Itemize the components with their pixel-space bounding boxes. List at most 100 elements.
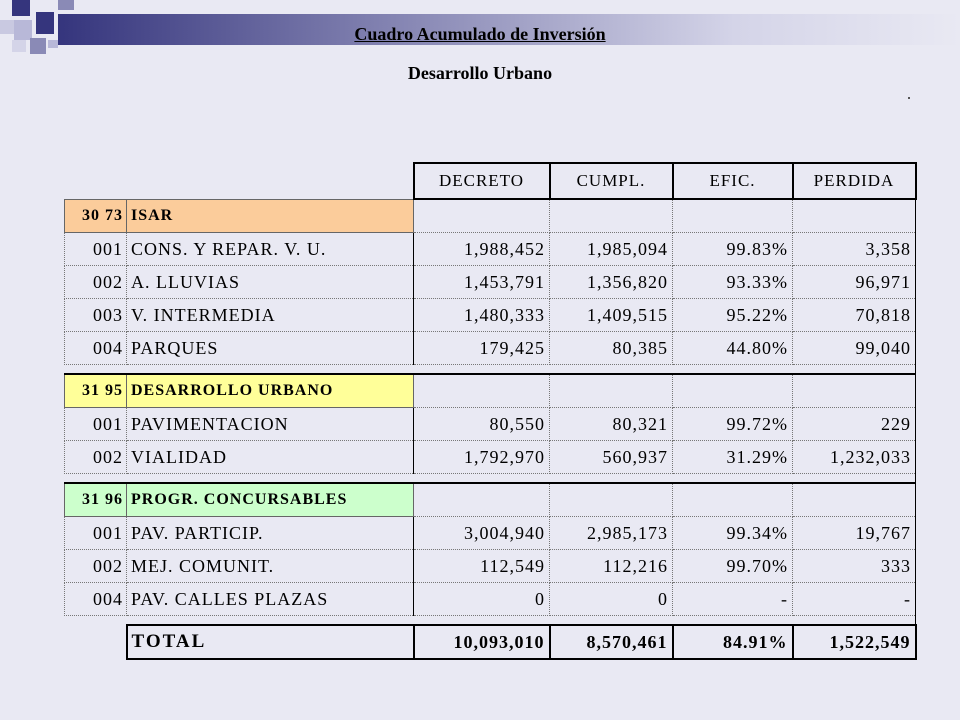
spacer-cell <box>673 616 793 626</box>
spacer-cell <box>414 474 550 484</box>
row-decreto: 112,549 <box>413 549 550 583</box>
row-cumpl: 112,216 <box>549 549 673 583</box>
row-name: MEJ. COMUNIT. <box>126 549 414 583</box>
row-name: V. INTERMEDIA <box>126 298 414 332</box>
spacer-cell <box>127 474 414 484</box>
row-decreto: 1,988,452 <box>413 232 550 266</box>
section-name: PROGR. CONCURSABLES <box>126 482 414 517</box>
column-header: PERDIDA <box>791 162 917 200</box>
row-code: 002 <box>64 265 127 299</box>
spacer-cell <box>792 473 916 483</box>
page-subtitle: Desarrollo Urbano <box>407 63 553 83</box>
row-decreto: 1,792,970 <box>413 440 550 474</box>
row-perdida: 333 <box>792 549 916 583</box>
total-blank <box>65 625 127 659</box>
section-empty-cell <box>672 373 793 408</box>
spacer-cell <box>414 616 550 626</box>
total-label: TOTAL <box>125 624 415 660</box>
row-code: 004 <box>64 582 127 616</box>
row-efic: 99.34% <box>672 516 793 550</box>
row-cumpl: 2,985,173 <box>549 516 673 550</box>
row-code: 001 <box>64 407 127 441</box>
page-title: Cuadro Acumulado de Inversión <box>354 24 606 44</box>
section-name: DESARROLLO URBANO <box>126 373 414 408</box>
decor-square-1 <box>12 0 30 16</box>
spacer-cell <box>127 616 414 626</box>
decor-square-2 <box>58 0 74 10</box>
total-spacer <box>65 615 916 626</box>
row-efic: 44.80% <box>672 331 793 365</box>
row-cumpl: 80,385 <box>549 331 673 365</box>
column-header: DECRETO <box>412 162 550 200</box>
row-cumpl: 1,409,515 <box>549 298 673 332</box>
section-empty-cell <box>413 199 550 233</box>
spacer-cell <box>65 365 127 375</box>
row-name: PAV. PARTICIP. <box>126 516 414 550</box>
row-efic: 31.29% <box>672 440 793 474</box>
row-name: VIALIDAD <box>126 440 414 474</box>
spacer-cell <box>792 364 916 374</box>
row-efic: - <box>672 582 793 616</box>
row-perdida: 19,767 <box>792 516 916 550</box>
section-name: ISAR <box>126 198 414 233</box>
row-efic: 99.72% <box>672 407 793 441</box>
row-perdida: 1,232,033 <box>792 440 916 474</box>
row-efic: 99.83% <box>672 232 793 266</box>
row-efic: 95.22% <box>672 298 793 332</box>
table-row: 004 PARQUES 179,425 80,385 44.80% 99,040 <box>64 331 916 365</box>
decor-square-7 <box>12 40 26 52</box>
row-perdida: 70,818 <box>792 298 916 332</box>
row-decreto: 3,004,940 <box>413 516 550 550</box>
row-name: PAV. CALLES PLAZAS <box>126 582 414 616</box>
section-empty-cell <box>549 482 673 517</box>
row-decreto: 0 <box>413 582 550 616</box>
section-code: 31 95 <box>64 373 127 408</box>
decor-square-8 <box>48 40 58 48</box>
table-row: 003 V. INTERMEDIA 1,480,333 1,409,515 95.22%… <box>64 298 916 332</box>
row-code: 001 <box>64 232 127 266</box>
total-perdida: 1,522,549 <box>792 624 917 660</box>
decor-square-6 <box>30 38 46 54</box>
section-empty-cell <box>792 373 916 408</box>
investment-table: DECRETO CUMPL. EFIC. PERDIDA 30 73 ISAR 001 CON… <box>64 162 917 660</box>
section-code: 31 96 <box>64 482 127 517</box>
total-cumpl: 8,570,461 <box>549 624 674 660</box>
row-name: PAVIMENTACION <box>126 407 414 441</box>
section-empty-cell <box>549 199 673 233</box>
spacer-cell <box>127 365 414 375</box>
spacer-cell <box>673 365 793 375</box>
spacer-cell <box>550 365 673 375</box>
spacer-cell <box>65 616 127 626</box>
row-cumpl: 0 <box>549 582 673 616</box>
row-perdida: 96,971 <box>792 265 916 299</box>
decor-square-3 <box>0 20 14 34</box>
row-perdida: 229 <box>792 407 916 441</box>
table-row: 002 VIALIDAD 1,792,970 560,937 31.29% 1,232,0… <box>64 440 916 474</box>
section-empty-cell <box>792 199 916 233</box>
section-spacer <box>65 473 916 484</box>
total-efic: 84.91% <box>672 624 794 660</box>
row-decreto: 1,480,333 <box>413 298 550 332</box>
column-header: CUMPL. <box>548 162 673 200</box>
header-blank <box>65 163 127 199</box>
row-code: 001 <box>64 516 127 550</box>
table-row: 001 PAVIMENTACION 80,550 80,321 99.72% 229 <box>64 407 916 441</box>
row-decreto: 1,453,791 <box>413 265 550 299</box>
row-perdida: 3,358 <box>792 232 916 266</box>
spacer-cell <box>550 474 673 484</box>
row-name: CONS. Y REPAR. V. U. <box>126 232 414 266</box>
total-decreto: 10,093,010 <box>413 624 551 660</box>
spacer-cell <box>65 474 127 484</box>
table-row: 004 PAV. CALLES PLAZAS 0 0- - <box>64 582 916 616</box>
row-decreto: 179,425 <box>413 331 550 365</box>
section-empty-cell <box>792 482 916 517</box>
row-cumpl: 1,985,094 <box>549 232 673 266</box>
row-code: 004 <box>64 331 127 365</box>
spacer-cell <box>792 615 916 625</box>
row-cumpl: 1,356,820 <box>549 265 673 299</box>
decor-square-4 <box>14 20 32 40</box>
table-row: 002 MEJ. COMUNIT. 112,549 112,216 99.70% 333 <box>64 549 916 583</box>
section-spacer <box>65 364 916 375</box>
section-empty-cell <box>413 373 550 408</box>
row-name: PARQUES <box>126 331 414 365</box>
